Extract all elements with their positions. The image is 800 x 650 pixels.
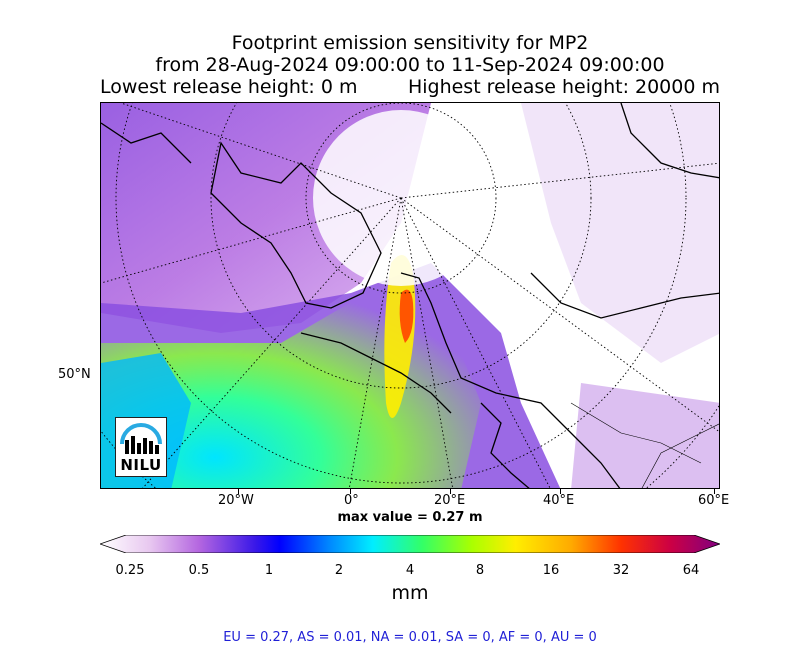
footprint-map [100, 102, 720, 489]
colorbar-tick-label: 4 [405, 563, 415, 578]
colorbar-tick-label: 2 [334, 563, 344, 578]
nilu-logo-graphic [120, 423, 162, 454]
lon-tick [350, 489, 351, 494]
lon-label-40e: 40°E [543, 493, 575, 508]
max-value-label: max value = 0.27 m [337, 510, 483, 525]
lon-tick [560, 489, 561, 494]
colorbar-tick-label: 1 [264, 563, 274, 578]
field-purple-southeast [571, 383, 719, 488]
chart-subtitle-heights: Lowest release height: 0 m Highest relea… [100, 76, 720, 98]
nilu-logo: NILU [115, 417, 167, 477]
colorbar-tick-label: 32 [612, 563, 630, 578]
country-borders [570, 402, 719, 488]
chart-subtitle-dates: from 28-Aug-2024 09:00:00 to 11-Sep-2024… [155, 54, 665, 76]
lon-tick [450, 489, 451, 494]
colorbar-tick-label: 0.5 [188, 563, 210, 578]
lon-label-20e: 20°E [434, 493, 466, 508]
colorbar-unit: mm [391, 582, 429, 604]
colorbar [98, 534, 722, 554]
map-canvas [101, 103, 719, 488]
lat-label-50n: 50°N [58, 367, 91, 382]
colorbar-graphic [98, 534, 722, 554]
lon-tick [714, 489, 715, 494]
region-totals: EU = 0.27, AS = 0.01, NA = 0.01, SA = 0,… [223, 630, 597, 645]
colorbar-tick-label: 64 [682, 563, 700, 578]
lon-label-0: 0° [344, 493, 359, 508]
highest-release-height: Highest release height: 20000 m [407, 76, 720, 98]
lon-tick [238, 489, 239, 494]
lon-label-20w: 20°W [218, 493, 254, 508]
chart-title: Footprint emission sensitivity for MP2 [231, 32, 589, 54]
coastlines [101, 103, 719, 488]
field-max-hotspot [399, 289, 414, 343]
graticule [101, 103, 719, 488]
colorbar-tick-label: 8 [475, 563, 485, 578]
colorbar-tick-label: 16 [542, 563, 560, 578]
logo-text: NILU [120, 456, 162, 474]
lowest-release-height: Lowest release height: 0 m [100, 76, 358, 98]
colorbar-tick-label: 0.25 [115, 563, 145, 578]
lon-label-60e: 60°E [698, 493, 730, 508]
field-purple-east [521, 103, 719, 363]
